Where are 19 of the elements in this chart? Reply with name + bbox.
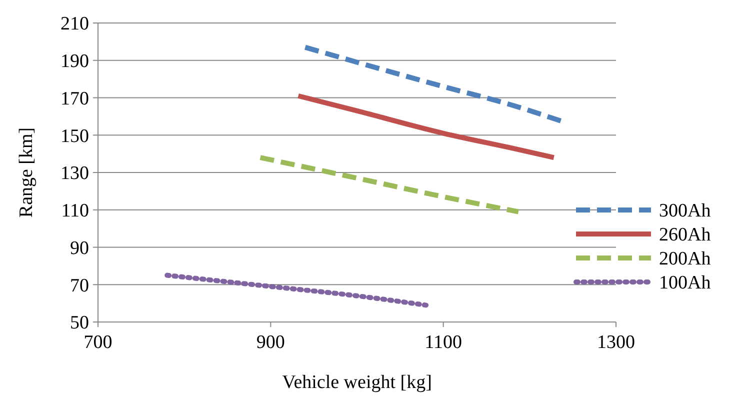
legend-label: 200Ah: [659, 248, 712, 270]
legend-label: 260Ah: [659, 224, 712, 246]
legend-label: 100Ah: [659, 272, 712, 294]
y-axis-title: Range [km]: [16, 127, 37, 218]
x-tick-label: 700: [84, 332, 112, 353]
y-tick-label: 130: [60, 163, 89, 184]
y-tick-label: 70: [70, 275, 89, 296]
y-tick-label: 210: [60, 14, 89, 35]
x-tick-label: 900: [256, 332, 285, 353]
y-tick-label: 110: [61, 200, 89, 222]
y-tick-label: 50: [70, 312, 89, 334]
y-tick-label: 90: [70, 238, 89, 259]
y-tick-label: 190: [60, 51, 89, 72]
x-axis-title: Vehicle weight [kg]: [282, 372, 432, 393]
y-tick-label: 170: [60, 88, 89, 110]
x-tick-label: 1300: [597, 332, 635, 353]
x-tick-label: 1100: [424, 332, 462, 353]
legend-label: 300Ah: [659, 200, 712, 222]
y-tick-label: 150: [60, 126, 89, 147]
